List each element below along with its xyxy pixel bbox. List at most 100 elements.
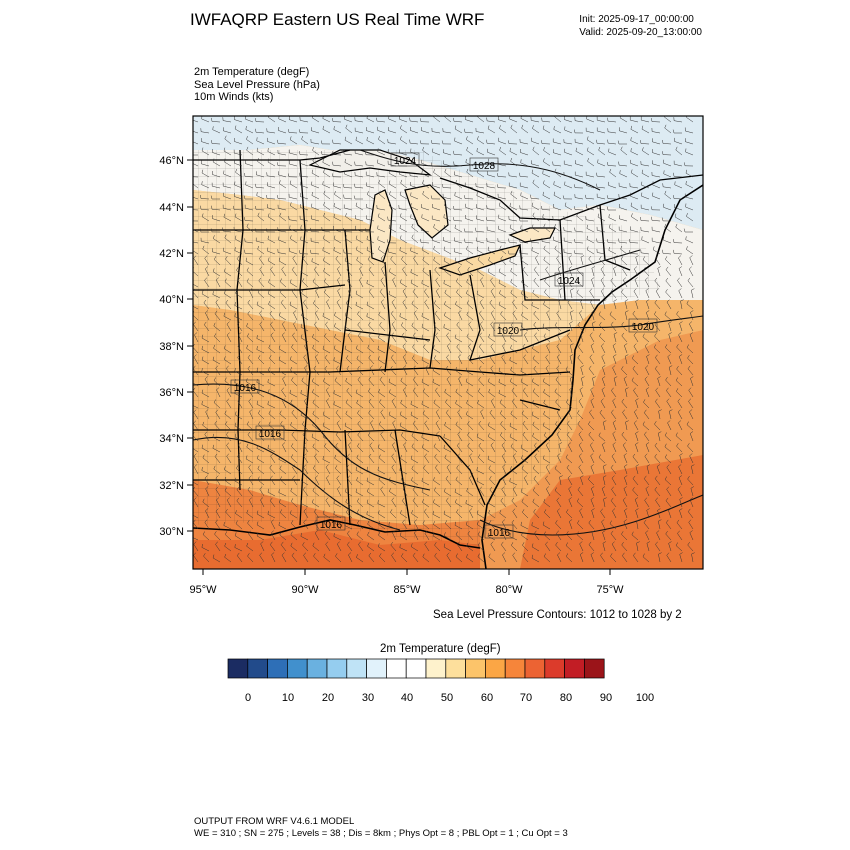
wind-barb xyxy=(212,444,221,453)
wind-barb xyxy=(433,256,441,266)
wind-barb xyxy=(280,299,287,310)
coastline-gulf xyxy=(193,519,481,549)
wind-barb xyxy=(477,454,485,464)
wind-barb xyxy=(193,432,199,442)
wind-barb xyxy=(300,268,309,277)
wind-barb xyxy=(259,310,265,321)
colorbar-swatch xyxy=(524,658,546,679)
wind-barb xyxy=(603,464,607,475)
wind-barb xyxy=(442,184,452,189)
wind-barb xyxy=(466,333,474,343)
wind-barb xyxy=(490,343,496,354)
wind-barb xyxy=(376,205,386,211)
wind-barb xyxy=(487,125,496,134)
wind-barb xyxy=(300,236,309,244)
wind-barb xyxy=(577,486,584,497)
wind-barb xyxy=(398,205,408,211)
wind-barb xyxy=(290,366,298,376)
wind-barb xyxy=(476,147,485,156)
wind-barb xyxy=(496,184,507,189)
wind-barb xyxy=(557,552,562,563)
wind-barb xyxy=(390,366,397,376)
wind-barb xyxy=(675,146,683,156)
wind-barb xyxy=(531,202,540,211)
wind-barb xyxy=(688,321,694,332)
wind-barb xyxy=(454,192,463,200)
wind-barb xyxy=(377,345,386,354)
wind-barb xyxy=(510,267,518,277)
wind-barb xyxy=(499,410,507,420)
wind-barb xyxy=(288,149,298,156)
lon-tick-label: 95°W xyxy=(189,584,217,596)
wind-barb xyxy=(399,422,408,431)
wind-barb xyxy=(640,227,650,233)
wind-barb xyxy=(443,510,452,519)
wind-barb xyxy=(674,204,683,211)
wind-barb xyxy=(522,431,529,442)
wind-barb xyxy=(673,160,683,167)
wind-barb xyxy=(314,321,320,332)
wind-barb xyxy=(347,288,353,299)
wind-barb xyxy=(600,277,606,288)
wind-barb xyxy=(423,508,430,519)
wind-barb xyxy=(323,169,331,178)
wind-barb xyxy=(333,401,342,409)
wind-barb xyxy=(597,213,606,222)
wind-barb xyxy=(680,299,684,310)
wind-barb xyxy=(411,477,419,486)
wind-barb xyxy=(645,288,650,299)
wind-barb xyxy=(336,486,342,497)
wind-barb xyxy=(553,181,562,189)
wind-barb xyxy=(377,444,386,453)
wind-barb xyxy=(586,224,595,233)
wind-barb xyxy=(366,191,375,200)
wind-barb xyxy=(267,182,276,189)
wind-barb xyxy=(576,212,584,222)
wind-barb xyxy=(613,332,618,343)
wind-barb xyxy=(299,151,309,156)
wind-barb xyxy=(553,126,562,134)
temp-gulf-region xyxy=(193,530,480,569)
wind-barb xyxy=(666,486,672,497)
wind-barb xyxy=(610,464,617,475)
wind-barb xyxy=(690,486,695,497)
wind-barb xyxy=(579,552,584,563)
wind-barb xyxy=(213,322,221,332)
wind-barb xyxy=(194,332,199,343)
wind-barb xyxy=(683,162,694,167)
wind-barb xyxy=(323,378,331,387)
wind-barb xyxy=(446,464,452,475)
wind-barb xyxy=(688,266,694,277)
wind-barb xyxy=(256,455,265,464)
wind-barb xyxy=(579,541,584,552)
wind-barb xyxy=(268,279,276,288)
wind-barb xyxy=(212,248,221,255)
colorbar-swatch xyxy=(544,658,565,679)
wind-barb xyxy=(543,256,551,266)
wind-barb xyxy=(224,421,232,431)
wind-barb xyxy=(247,431,254,442)
wind-barb xyxy=(424,420,430,431)
wind-barb xyxy=(421,378,430,387)
wind-barb xyxy=(465,116,474,123)
wind-barb xyxy=(510,190,518,200)
wind-barb xyxy=(466,300,474,310)
wind-barb xyxy=(422,180,430,189)
wind-barb xyxy=(620,256,628,266)
wind-barb xyxy=(591,508,595,519)
wind-barb xyxy=(193,405,199,409)
wind-barb xyxy=(256,521,265,530)
wind-barb xyxy=(479,332,485,343)
wind-barb xyxy=(345,498,353,508)
wind-barb xyxy=(654,475,661,486)
wind-barb xyxy=(476,433,485,442)
wind-barb xyxy=(433,245,441,255)
wind-barb xyxy=(556,508,562,519)
wind-barb xyxy=(369,442,375,453)
state-boundaries xyxy=(193,149,631,526)
wind-barb xyxy=(489,409,496,420)
wind-barb xyxy=(314,530,320,541)
wind-barb xyxy=(331,173,342,178)
wind-barb xyxy=(621,398,628,409)
wind-barb xyxy=(564,126,573,134)
